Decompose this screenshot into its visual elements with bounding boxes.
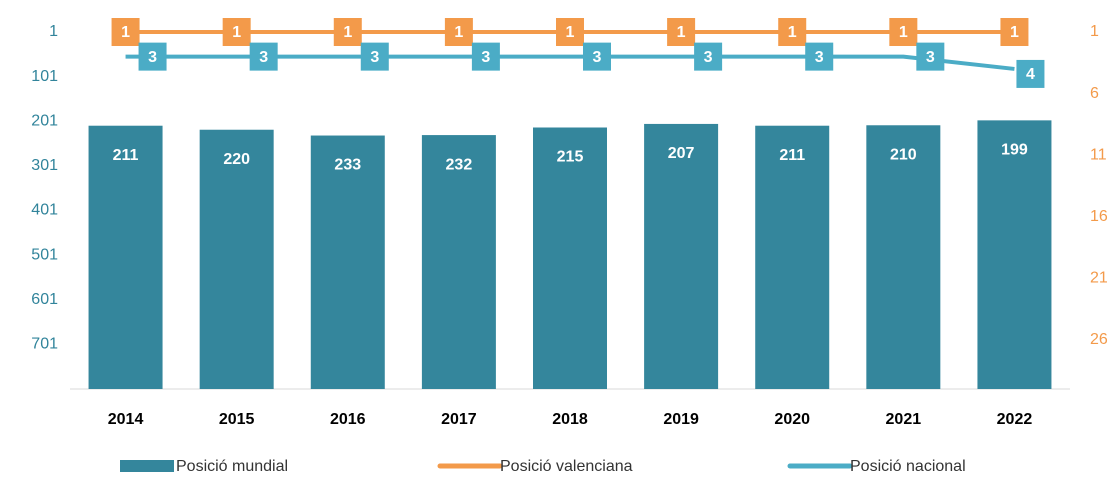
data-label: 3 [148, 49, 157, 66]
legend-label: Posició nacional [850, 458, 966, 475]
x-tick-label: 2018 [552, 411, 588, 428]
data-label-box [1016, 59, 1045, 88]
data-label: 3 [370, 49, 379, 66]
y-tick-label: 701 [31, 336, 58, 353]
data-label: 3 [481, 49, 490, 66]
data-label: 3 [926, 49, 935, 66]
data-label-box [111, 18, 140, 46]
data-label-box [694, 42, 723, 71]
data-label: 232 [446, 156, 473, 173]
y-tick-label: 601 [31, 291, 58, 308]
data-label-box [360, 42, 389, 71]
y-tick-label: 401 [31, 202, 58, 219]
y2-tick-label: 26 [1090, 331, 1108, 348]
bar [421, 135, 496, 389]
bar [88, 125, 163, 390]
data-label: 1 [788, 24, 797, 41]
data-label-box [805, 42, 834, 71]
data-label-box [556, 18, 584, 46]
y2-tick-label: 1 [1090, 23, 1099, 40]
bar [199, 129, 274, 389]
x-tick-label: 2020 [774, 411, 810, 428]
data-label-box [249, 42, 278, 71]
bar [310, 135, 385, 389]
x-tick-label: 2014 [108, 411, 144, 428]
legend-swatch [120, 460, 174, 472]
y-tick-label: 101 [31, 68, 58, 85]
bar [977, 120, 1052, 390]
x-tick-label: 2019 [663, 411, 699, 428]
y2-tick-label: 6 [1090, 85, 1099, 102]
data-label-box [471, 42, 500, 71]
y-tick-label: 301 [31, 157, 58, 174]
data-label-box [778, 18, 807, 46]
x-tick-label: 2017 [441, 411, 477, 428]
data-label: 210 [890, 146, 917, 163]
data-label: 215 [557, 149, 584, 166]
x-tick-label: 2022 [997, 411, 1033, 428]
data-label: 233 [334, 157, 361, 174]
data-label-box [444, 18, 473, 46]
data-label-box [583, 42, 611, 71]
data-label-box [1000, 18, 1029, 46]
data-label: 1 [121, 24, 130, 41]
data-label-box [889, 18, 918, 46]
data-label: 207 [668, 145, 695, 162]
data-label: 3 [259, 49, 268, 66]
data-label: 211 [113, 147, 139, 164]
data-label: 199 [1001, 142, 1028, 159]
data-label: 1 [232, 24, 241, 41]
data-label: 3 [815, 49, 824, 66]
data-label-box [667, 18, 696, 46]
y-tick-label: 501 [31, 246, 58, 263]
data-label: 1 [343, 24, 352, 41]
data-label: 1 [677, 24, 686, 41]
data-label: 1 [566, 24, 575, 41]
x-tick-label: 2015 [219, 411, 255, 428]
y-tick-label: 1 [49, 23, 58, 40]
y2-tick-label: 16 [1090, 208, 1108, 225]
data-label: 3 [704, 49, 713, 66]
y2-tick-label: 21 [1090, 269, 1108, 286]
data-label: 1 [454, 24, 463, 41]
data-label: 4 [1026, 66, 1035, 83]
data-label-box [916, 42, 945, 71]
y2-tick-label: 11 [1090, 146, 1107, 163]
data-label-box [333, 18, 362, 46]
bar [755, 125, 830, 390]
x-tick-label: 2021 [886, 411, 922, 428]
data-label: 220 [223, 151, 250, 168]
x-tick-label: 2016 [330, 411, 366, 428]
bar [644, 123, 719, 390]
bar [866, 125, 941, 390]
data-label: 1 [899, 24, 908, 41]
data-label-box [138, 42, 167, 71]
data-label-box [222, 18, 251, 46]
data-label: 3 [593, 49, 602, 66]
legend-label: Posició valenciana [500, 458, 633, 475]
legend-label: Posició mundial [176, 458, 288, 475]
bar [533, 127, 607, 389]
y-tick-label: 201 [31, 112, 58, 129]
data-label: 211 [779, 147, 805, 164]
data-label: 1 [1010, 24, 1019, 41]
